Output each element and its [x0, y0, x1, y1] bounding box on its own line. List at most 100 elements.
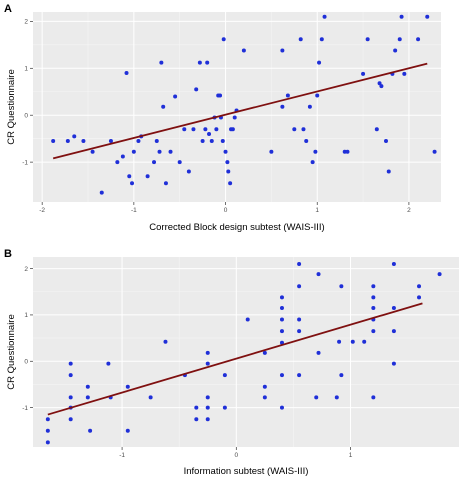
panel-b-data-point — [417, 284, 422, 289]
panel-a-data-point — [145, 174, 150, 179]
panel-b-data-point — [148, 395, 153, 400]
panel-a-y-axis-title: CR Questionnaire — [6, 69, 17, 145]
panel-a-data-point — [152, 160, 157, 165]
panel-b-data-point — [205, 405, 210, 410]
panel-a-data-point — [65, 139, 70, 144]
panel-b-data-point — [45, 417, 50, 422]
panel-a-data-point — [345, 149, 350, 154]
panel-b-data-point — [334, 395, 339, 400]
panel-a-data-point — [432, 149, 437, 154]
panel-a-data-point — [197, 60, 202, 65]
panel-a-data-point — [416, 37, 421, 42]
panel-b-data-point — [45, 440, 50, 445]
panel-b-data-point — [68, 361, 73, 366]
panel-a-data-point — [241, 48, 246, 53]
panel-a-data-point — [99, 190, 104, 195]
panel-a-plot-area — [33, 12, 441, 202]
panel-a-data-point — [182, 127, 187, 132]
panel-b-x-axis-title: Information subtest (WAIS-III) — [184, 466, 309, 477]
panel-a-data-point — [319, 37, 324, 42]
panel-a-data-point — [310, 160, 315, 165]
panel-b-data-point — [194, 405, 199, 410]
panel-a-data-point — [159, 60, 164, 65]
panel-b-data-point — [106, 361, 111, 366]
panel-a-data-point — [397, 37, 402, 42]
panel-b-data-point — [279, 405, 284, 410]
panel-a-y-tick-label: 1 — [24, 66, 28, 73]
panel-b-data-point — [316, 350, 321, 355]
panel-b-data-point — [205, 395, 210, 400]
panel-a-data-point — [317, 60, 322, 65]
panel-b-data-point — [262, 350, 267, 355]
panel-b-data-point — [314, 395, 319, 400]
panel-b-data-point — [68, 417, 73, 422]
panel-a-data-point — [393, 48, 398, 53]
panel-a-data-point — [315, 93, 320, 98]
panel-a-data-point — [365, 37, 370, 42]
panel-a-data-point — [386, 169, 391, 174]
panel-b-data-point — [279, 317, 284, 322]
panel-a-y-tick-label: -1 — [22, 159, 28, 166]
panel-a-data-point — [154, 139, 159, 144]
panel-b-data-point — [85, 395, 90, 400]
panel-b-data-point — [297, 373, 302, 378]
panel-a-data-point — [342, 149, 347, 154]
panel-b-data-point — [262, 395, 267, 400]
panel-a-x-ticks: -2 -1 0 1 2 — [39, 202, 411, 214]
panel-b-data-point — [205, 417, 210, 422]
panel-b-points — [45, 261, 442, 445]
panel-a-data-point — [51, 139, 56, 144]
panel-a-grid — [33, 12, 441, 202]
panel-a-y-ticks: -1 0 1 2 — [22, 19, 33, 166]
panel-b-data-point — [371, 284, 376, 289]
panel-a-data-point — [90, 149, 95, 154]
panel-a-x-tick-label: -1 — [131, 207, 137, 214]
panel-b-x-tick-label: 1 — [349, 452, 353, 459]
panel-b-data-point — [279, 295, 284, 300]
panel-a-data-point — [177, 160, 182, 165]
panel-a-data-point — [298, 37, 303, 42]
panel-a-data-point — [322, 14, 327, 19]
panel-b-data-point — [417, 295, 422, 300]
panel-a-data-point — [163, 181, 168, 186]
panel-a-data-point — [124, 70, 129, 75]
panel-b-data-point — [88, 428, 93, 433]
panel-b-data-point — [279, 305, 284, 310]
panel-a-data-point — [226, 169, 231, 174]
panel-a-data-point — [72, 134, 77, 139]
panel-a-data-point — [399, 14, 404, 19]
panel-b-data-point — [391, 261, 396, 266]
panel-a-data-point — [225, 160, 230, 165]
panel-a-data-point — [313, 149, 318, 154]
panel-a-data-point — [214, 127, 219, 132]
panel-b-data-point — [371, 329, 376, 334]
panel-a-data-point — [218, 93, 223, 98]
panel-a-data-point — [168, 149, 173, 154]
panel-b-data-point — [316, 272, 321, 277]
panel-a: A -2 -1 0 1 2 -1 0 1 2 Corrected Block design s… — [4, 3, 441, 233]
panel-a-data-point — [230, 127, 235, 132]
panel-a-data-point — [205, 60, 210, 65]
panel-b-data-point — [339, 284, 344, 289]
panel-b-data-point — [279, 373, 284, 378]
panel-b-data-point — [297, 329, 302, 334]
panel-a-data-point — [361, 71, 366, 76]
panel-b-data-point — [45, 428, 50, 433]
panel-a-data-point — [402, 71, 407, 76]
panel-a-label: A — [4, 3, 12, 15]
panel-a-data-point — [280, 104, 285, 109]
panel-b: B -1 0 1 -1 0 1 2 Information subtest (WAIS-I… — [4, 248, 459, 477]
panel-a-data-point — [120, 154, 125, 159]
panel-b-data-point — [222, 373, 227, 378]
panel-b-data-point — [205, 350, 210, 355]
panel-a-data-point — [191, 127, 196, 132]
panel-a-data-point — [81, 139, 86, 144]
panel-b-data-point — [371, 305, 376, 310]
panel-b-x-tick-label: 0 — [234, 452, 238, 459]
panel-a-data-point — [136, 139, 141, 144]
panel-b-trend-line — [47, 302, 423, 416]
panel-b-x-ticks: -1 0 1 — [119, 447, 353, 459]
panel-a-data-point — [220, 139, 225, 144]
panel-b-data-point — [125, 428, 130, 433]
